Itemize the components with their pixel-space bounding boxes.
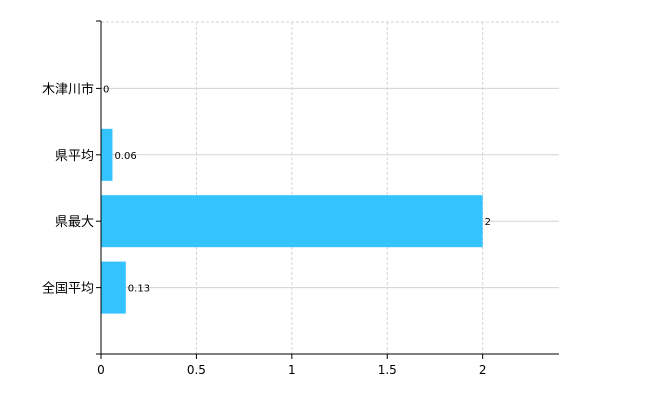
- y-tick-label: 県平均: [55, 149, 94, 164]
- bar: [101, 261, 126, 314]
- x-tick-label: 0: [97, 363, 105, 377]
- x-tick-label: 1.5: [378, 363, 397, 377]
- data-label: 0.13: [128, 284, 150, 295]
- x-tick-label: 0.5: [187, 363, 206, 377]
- data-label: 0.06: [114, 151, 136, 162]
- y-tick-label: 全国平均: [42, 281, 94, 297]
- y-tick-label: 県最大: [55, 215, 94, 230]
- bar: [101, 128, 113, 181]
- data-label: 0: [103, 84, 109, 95]
- y-tick-label: 木津川市: [42, 81, 94, 97]
- x-tick-label: 2: [479, 363, 487, 377]
- data-label: 2: [485, 217, 491, 228]
- bar: [101, 195, 483, 248]
- x-tick-label: 1: [288, 363, 296, 377]
